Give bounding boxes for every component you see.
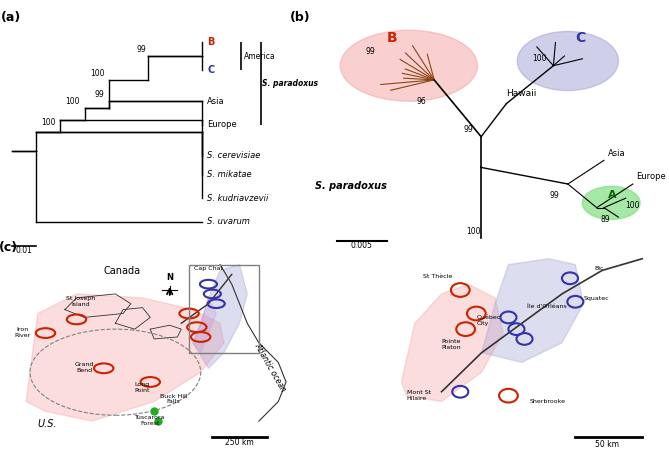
Text: 100: 100 [532, 54, 546, 63]
Text: N: N [166, 273, 173, 282]
Polygon shape [401, 284, 503, 402]
Text: St Thècle: St Thècle [423, 274, 452, 279]
Text: Cap Chat: Cap Chat [194, 267, 223, 272]
Text: Hawaii: Hawaii [506, 90, 537, 98]
Text: Europe: Europe [636, 172, 666, 181]
Text: 99: 99 [463, 125, 473, 134]
Text: S. cerevisiae: S. cerevisiae [207, 151, 260, 160]
Text: 99: 99 [550, 191, 559, 200]
Text: Asia: Asia [607, 149, 626, 157]
Text: S. mikatae: S. mikatae [207, 170, 252, 179]
Polygon shape [482, 259, 583, 362]
Text: 99: 99 [95, 90, 104, 99]
Text: S. paradoxus: S. paradoxus [262, 79, 318, 88]
Text: 0.01: 0.01 [15, 246, 32, 255]
Text: Asia: Asia [207, 97, 225, 106]
Text: Tuscarora
Forest: Tuscarora Forest [135, 415, 165, 426]
Text: 100: 100 [41, 118, 56, 127]
Text: Squatec: Squatec [583, 296, 609, 301]
Text: (b): (b) [290, 11, 310, 24]
Text: Île d'Orléans: Île d'Orléans [527, 303, 567, 308]
Text: 250 km: 250 km [225, 438, 254, 446]
Text: Bic: Bic [594, 267, 603, 272]
Text: St Joseph
island: St Joseph island [66, 296, 95, 307]
Text: B: B [207, 37, 215, 47]
Text: (a): (a) [1, 11, 21, 24]
Text: Grand
Bend: Grand Bend [75, 362, 94, 373]
Text: B: B [387, 31, 398, 45]
Text: Pointe
Platon: Pointe Platon [442, 339, 461, 350]
Polygon shape [193, 298, 216, 353]
Text: 50 km: 50 km [595, 440, 619, 449]
Text: 99: 99 [136, 45, 146, 54]
Text: 99: 99 [365, 47, 375, 56]
Text: Long
Point: Long Point [134, 382, 151, 393]
Ellipse shape [341, 30, 478, 101]
Text: Iron
River: Iron River [14, 327, 30, 338]
Polygon shape [26, 294, 224, 421]
Text: A: A [607, 190, 616, 200]
Ellipse shape [582, 187, 640, 219]
Text: 100: 100 [90, 69, 104, 77]
Text: Québec
City: Québec City [476, 315, 500, 326]
Text: 100: 100 [467, 227, 481, 236]
Text: Buck Hill
Falls: Buck Hill Falls [160, 394, 187, 404]
Text: 0.005: 0.005 [351, 241, 373, 250]
Text: U.S.: U.S. [37, 419, 58, 429]
Text: Canada: Canada [104, 266, 140, 276]
Text: 100: 100 [626, 201, 640, 210]
Text: S. paradoxus: S. paradoxus [315, 181, 387, 191]
Text: (c): (c) [0, 241, 18, 254]
Text: S. uvarum: S. uvarum [207, 217, 250, 226]
Ellipse shape [517, 31, 618, 91]
Text: Atlantic ocean: Atlantic ocean [253, 342, 288, 394]
Text: Sherbrooke: Sherbrooke [530, 399, 566, 404]
Text: Mont St
Hilaire: Mont St Hilaire [407, 390, 431, 400]
Text: C: C [207, 66, 214, 76]
Polygon shape [193, 265, 248, 368]
Text: S. kudriavzevii: S. kudriavzevii [207, 194, 268, 202]
Text: America: America [244, 52, 276, 61]
Text: 100: 100 [66, 97, 80, 106]
Text: 96: 96 [416, 96, 426, 106]
Text: Europe: Europe [207, 121, 237, 129]
Text: C: C [575, 31, 585, 45]
Text: 89: 89 [600, 215, 610, 224]
